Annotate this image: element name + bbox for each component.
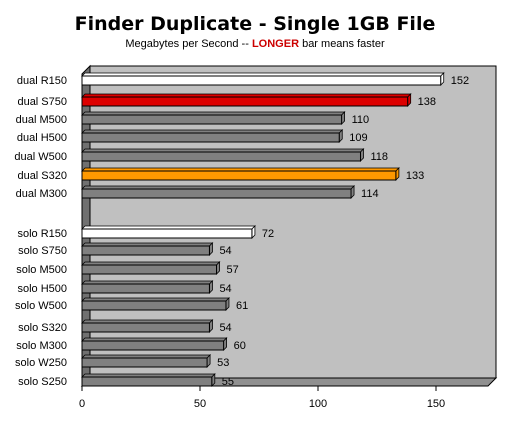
bar [81, 242, 214, 256]
data-label: 57 [227, 264, 239, 276]
category-label: dual M500 [16, 114, 67, 126]
bar-face [81, 151, 361, 162]
category-label: dual R150 [17, 75, 67, 87]
bar [81, 111, 346, 125]
bar [81, 185, 356, 199]
category-label: dual H500 [17, 132, 67, 144]
bar [81, 225, 256, 239]
bar [81, 261, 221, 275]
data-label: 53 [217, 357, 229, 369]
bar-face [81, 170, 397, 181]
category-label: solo M300 [16, 340, 67, 352]
subtitle-text: Megabytes per Second -- [125, 38, 252, 50]
bar-face [81, 376, 213, 387]
category-label: solo W500 [15, 300, 67, 312]
chart-subtitle: Megabytes per Second -- LONGER bar means… [0, 38, 510, 50]
category-label: solo S250 [18, 376, 67, 388]
chart-title: Finder Duplicate - Single 1GB File [74, 13, 436, 35]
bar [81, 72, 445, 86]
data-label: 60 [234, 340, 246, 352]
bar-face [81, 75, 442, 86]
category-label: solo H500 [17, 283, 67, 295]
bar-face [81, 322, 210, 333]
category-label: dual M300 [16, 188, 67, 200]
category-label: solo W250 [15, 357, 67, 369]
bar-face [81, 283, 210, 294]
x-tick-label: 50 [194, 398, 206, 410]
bar-face [81, 132, 340, 143]
category-label: dual W500 [14, 151, 67, 163]
data-label: 152 [451, 75, 469, 87]
bar-face [81, 228, 253, 239]
data-label: 118 [370, 151, 388, 163]
data-label: 133 [406, 170, 424, 182]
category-label: solo S320 [18, 322, 67, 334]
category-label: solo S750 [18, 245, 67, 257]
bar-face [81, 357, 208, 368]
data-label: 109 [349, 132, 367, 144]
bar [81, 354, 212, 368]
bar [81, 319, 214, 333]
bar [81, 280, 214, 294]
subtitle-text-end: bar means faster [299, 38, 385, 50]
data-label: 54 [219, 245, 231, 257]
bar-face [81, 300, 227, 311]
bar [81, 297, 230, 311]
data-label: 55 [222, 376, 234, 388]
bar-face [81, 188, 352, 199]
x-tick-label: 100 [309, 398, 327, 410]
bar-face [81, 96, 409, 107]
category-label: solo R150 [17, 228, 67, 240]
subtitle-highlight: LONGER [251, 38, 300, 50]
category-label: dual S750 [17, 96, 67, 108]
x-tick-label: 150 [427, 398, 445, 410]
category-label: dual S320 [17, 170, 67, 182]
data-label: 54 [219, 322, 231, 334]
data-label: 72 [262, 228, 274, 240]
data-label: 110 [352, 114, 370, 126]
bar [81, 148, 365, 162]
bar-face [81, 114, 343, 125]
data-label: 61 [236, 300, 248, 312]
bar [81, 373, 216, 387]
bar-face [81, 245, 210, 256]
bar [81, 337, 228, 351]
bar [81, 93, 412, 107]
data-label: 114 [361, 188, 379, 200]
bar [81, 167, 400, 181]
bar [81, 129, 344, 143]
bar-face [81, 264, 218, 275]
category-label: solo M500 [16, 264, 67, 276]
data-label: 54 [219, 283, 231, 295]
bar-face [81, 340, 225, 351]
x-tick-label: 0 [79, 398, 85, 410]
data-label: 138 [418, 96, 436, 108]
